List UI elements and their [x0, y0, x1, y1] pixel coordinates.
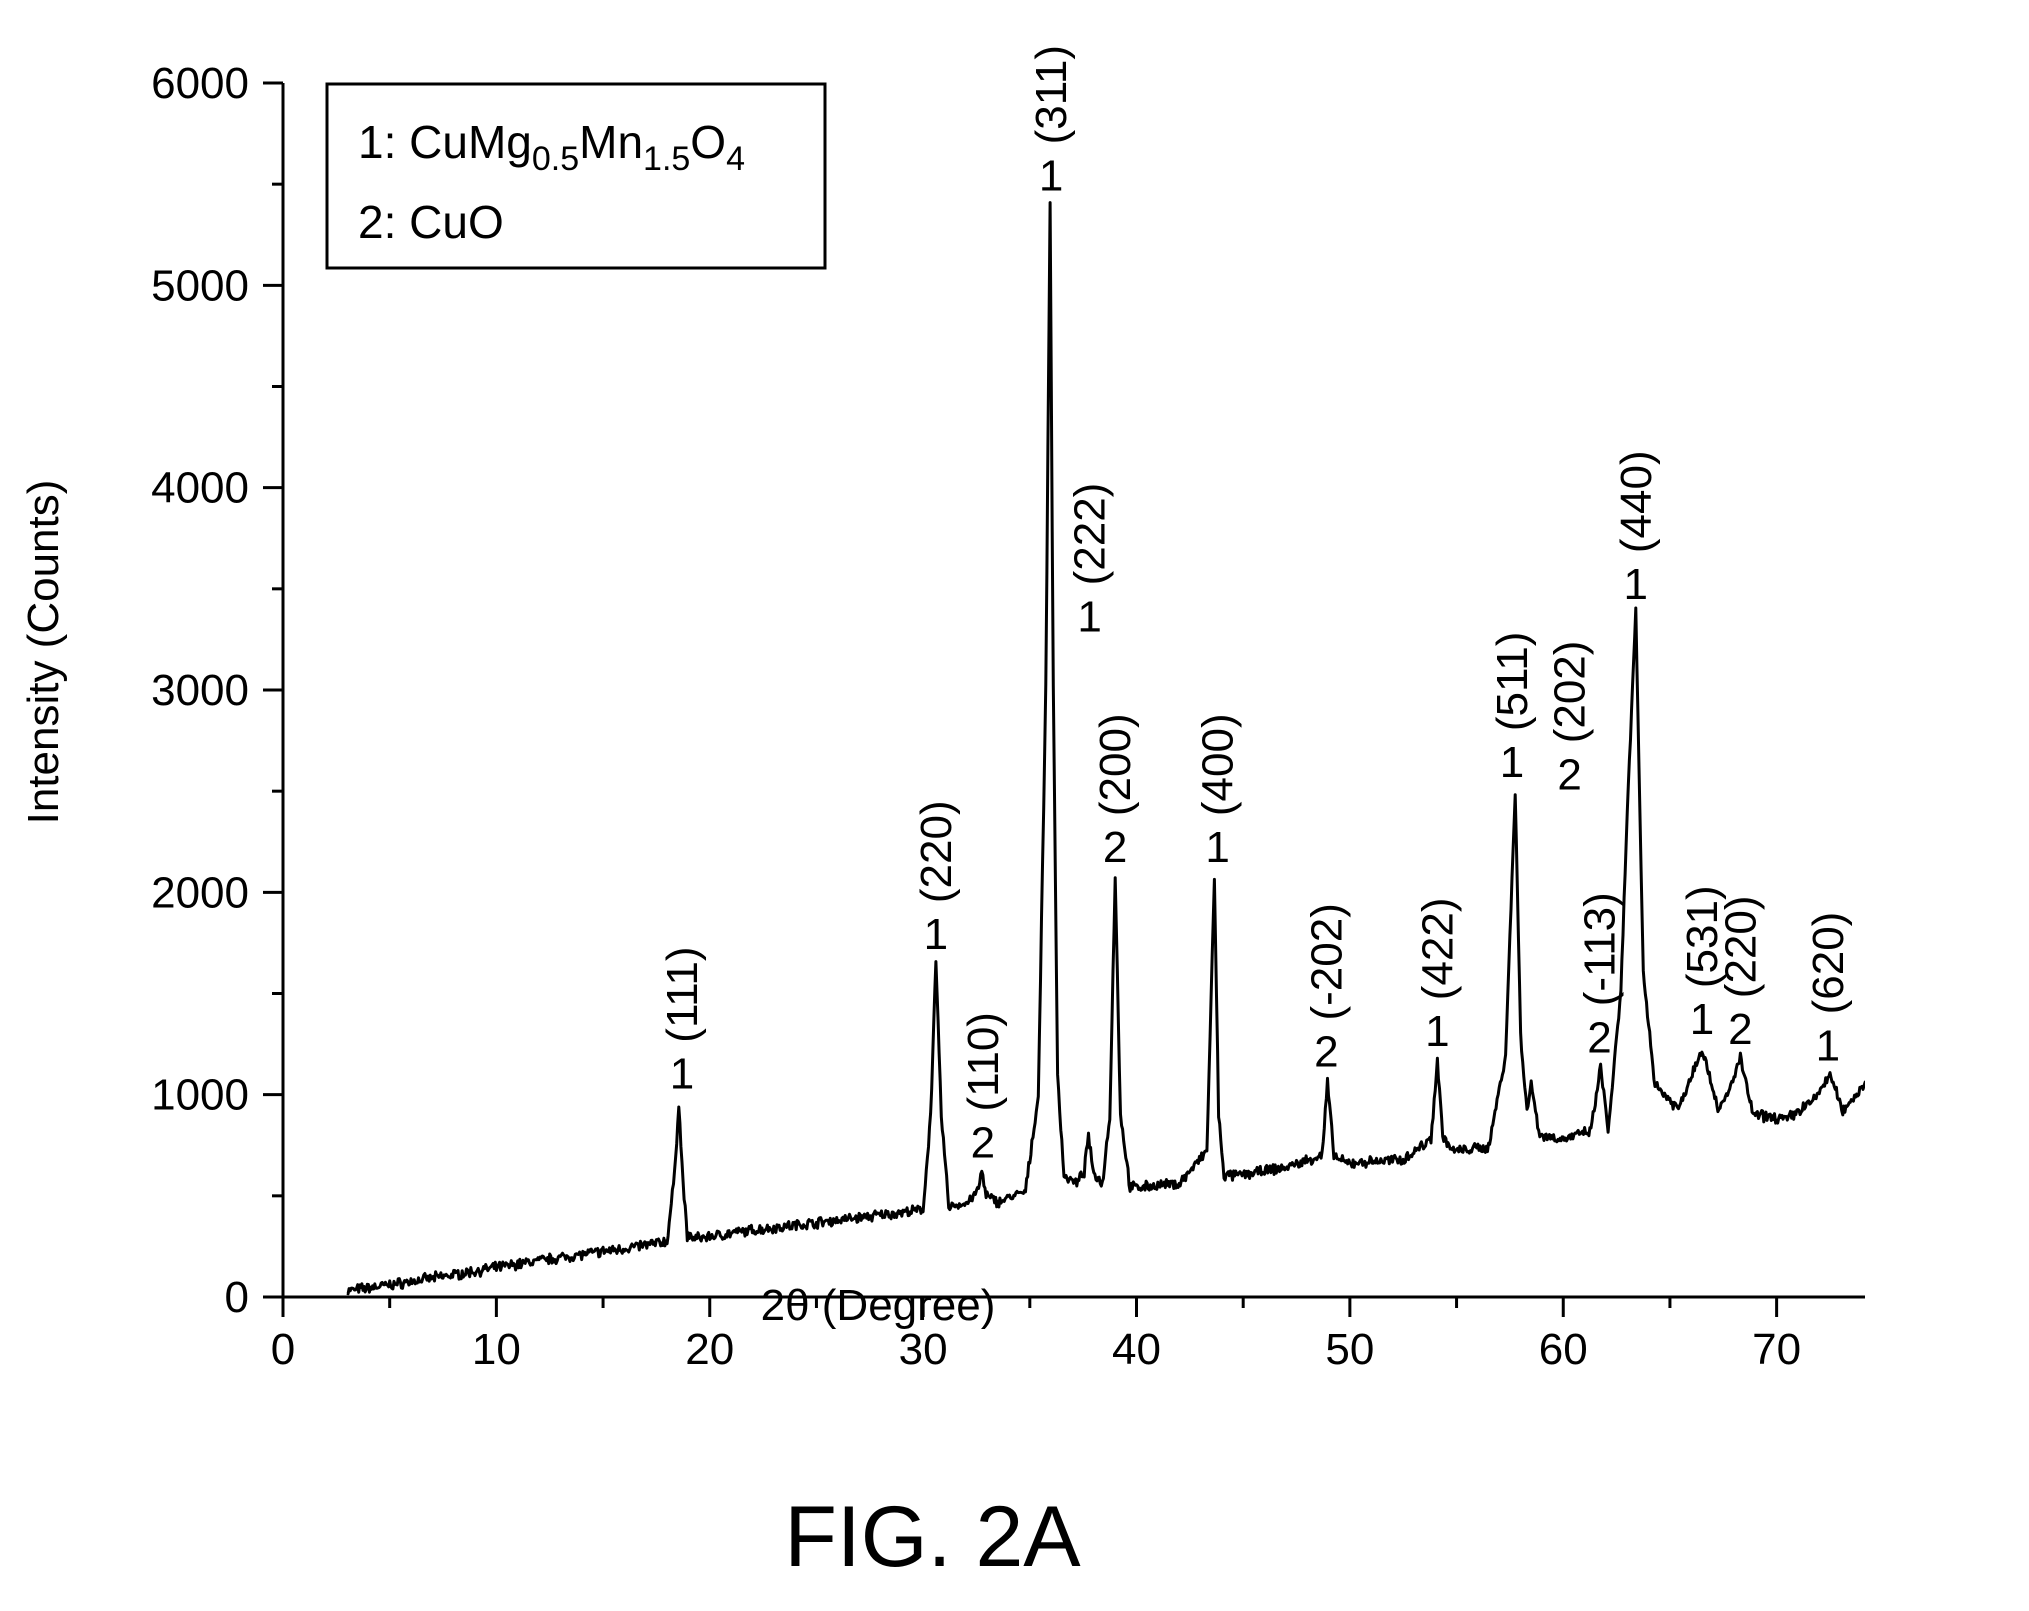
peak-hkl-label: (-113)	[1576, 892, 1625, 1006]
peak-hkl-label: (533)	[1861, 831, 1865, 934]
peak-phase-label: 1	[1690, 995, 1714, 1044]
peak-hkl-label: (311)	[1027, 45, 1076, 144]
peak-hkl-label: (620)	[1804, 912, 1853, 1015]
series-line-xrd-pattern	[346, 201, 1865, 1296]
x-axis-label: 2θ (Degree)	[761, 1281, 996, 1330]
peak-hkl-label: (400)	[1194, 713, 1243, 816]
x-tick-label: 70	[1752, 1325, 1801, 1374]
legend-box	[325, 82, 827, 270]
peak-phase-label: 1	[1077, 592, 1101, 641]
peak-phase-label: 1	[924, 910, 948, 959]
peak-phase-label: 2	[971, 1119, 995, 1168]
peak-hkl-label: (111)	[658, 947, 707, 1043]
xrd-chart: 0102030405060708001000200030004000500060…	[19, 45, 1865, 1374]
peak-annotations: 1(111)1(220)2(110)1(311)1(222)2(200)1(40…	[658, 45, 1865, 1168]
tick-marks	[263, 81, 1779, 1317]
y-tick-label: 2000	[151, 868, 249, 917]
legend-entry-1: 1: CuMg0.5Mn1.5O4	[358, 116, 745, 178]
peak-phase-label: 2	[1314, 1027, 1338, 1076]
peak-hkl-label: (110)	[959, 1012, 1008, 1111]
peak-phase-label: 1	[1816, 1021, 1840, 1070]
x-tick-label: 50	[1325, 1325, 1374, 1374]
y-tick-label: 4000	[151, 464, 249, 513]
y-axis-label: Intensity (Counts)	[19, 480, 68, 825]
x-tick-label: 30	[899, 1325, 948, 1374]
peak-hkl-label: (220)	[912, 800, 961, 903]
y-tick-label: 3000	[151, 666, 249, 715]
peak-phase-label: 2	[1557, 750, 1581, 799]
tick-labels: 0102030405060708001000200030004000500060…	[151, 59, 1801, 1374]
y-tick-label: 1000	[151, 1071, 249, 1120]
x-tick-label: 20	[685, 1325, 734, 1374]
peak-hkl-label: (-202)	[1302, 903, 1351, 1020]
peak-phase-label: 1	[1500, 738, 1524, 787]
peak-phase-label: 2	[1728, 1005, 1752, 1054]
peak-phase-label: 1	[1039, 151, 1063, 200]
peak-phase-label: 1	[670, 1050, 694, 1099]
peak-hkl-label: (222)	[1066, 483, 1115, 586]
peak-phase-label: 2	[1103, 823, 1127, 872]
peak-hkl-label: (511)	[1488, 632, 1537, 731]
peak-hkl-label: (440)	[1612, 450, 1661, 553]
x-tick-label: 10	[472, 1325, 521, 1374]
legend: 1: CuMg0.5Mn1.5O4 2: CuO	[325, 82, 827, 270]
peak-hkl-label: (422)	[1413, 897, 1462, 1000]
legend-entry-2: 2: CuO	[358, 196, 504, 248]
x-tick-label: 0	[271, 1325, 295, 1374]
y-tick-label: 6000	[151, 59, 249, 108]
x-tick-label: 40	[1112, 1325, 1161, 1374]
figure-caption: FIG. 2A	[784, 1489, 1081, 1585]
peak-hkl-label: (531)	[1678, 885, 1727, 988]
peak-phase-label: 1	[1624, 560, 1648, 609]
peak-hkl-label: (200)	[1091, 713, 1140, 816]
y-tick-label: 0	[225, 1273, 249, 1322]
peak-hkl-label: (220)	[1716, 895, 1765, 998]
peak-phase-label: 2	[1587, 1013, 1611, 1062]
peak-phase-label: 1	[1205, 823, 1229, 872]
peak-hkl-label: (202)	[1546, 641, 1595, 744]
x-tick-label: 60	[1539, 1325, 1588, 1374]
y-tick-label: 5000	[151, 261, 249, 310]
peak-phase-label: 1	[1425, 1007, 1449, 1056]
